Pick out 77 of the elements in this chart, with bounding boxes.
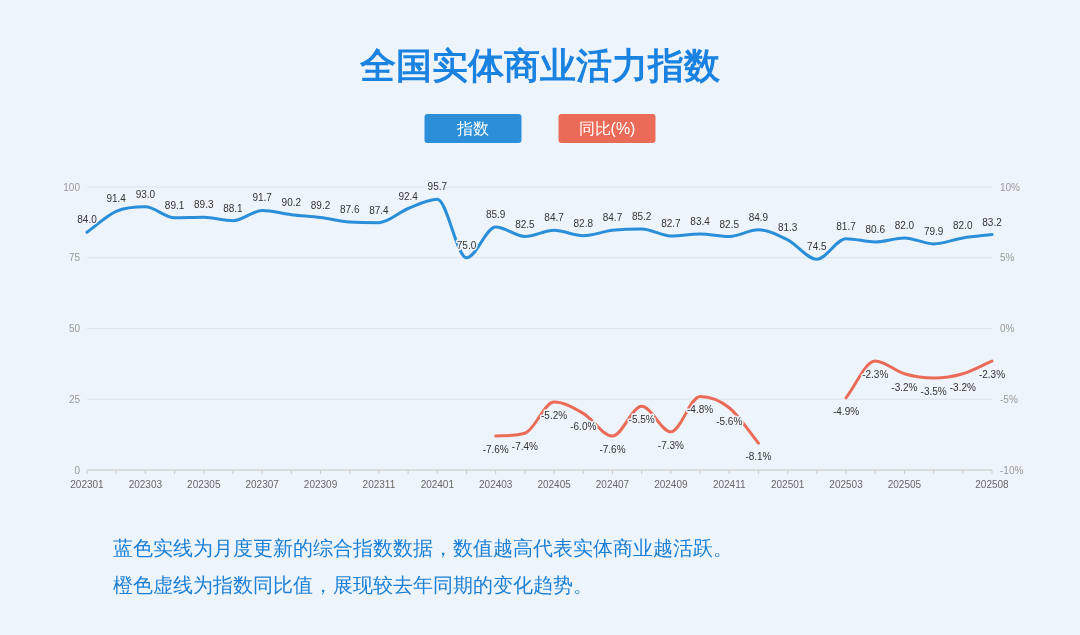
y-tick-label: 50 [68,323,81,334]
data-label: -2.3% [978,369,1006,381]
data-label: 84.0 [77,214,98,226]
data-label: -4.9% [832,405,860,417]
data-label: -3.2% [891,381,918,393]
text: 指数 [456,120,489,137]
x-tick-label: 202401 [420,479,455,490]
data-label: 95.7 [427,181,448,193]
data-label: 79.9 [923,225,944,237]
y-tick-label: 0 [74,464,81,476]
x-tick-label: 202411 [712,479,746,490]
x-tick-label: 202503 [829,479,864,490]
data-label: 82.8 [573,217,594,229]
text: 橙色虚线为指数同比值，展现较去年同期的变化趋势。 [113,574,593,596]
data-label: 84.7 [544,212,565,224]
data-label: 84.7 [602,212,623,224]
x-tick-label: 202501 [770,479,805,490]
x-tick-label: 202508 [975,479,1010,490]
data-label: 85.2 [631,210,652,222]
text: 同比(%) [578,120,636,137]
data-label: -5.5% [628,414,655,426]
data-label: 82.0 [894,219,915,231]
y-tick-label: 100 [63,181,81,193]
data-label: 88.1 [223,202,244,214]
x-tick-label: 202403 [479,479,513,490]
x-tick-label: 202311 [362,479,396,490]
data-label: 82.7 [661,217,682,229]
data-label: 80.6 [865,223,886,235]
data-label: 83.2 [982,216,1003,228]
x-tick-label: 202407 [595,479,630,490]
data-label: 93.0 [135,188,156,200]
data-label: 90.2 [281,196,302,208]
data-label: -7.3% [657,439,685,451]
data-label: 87.6 [340,204,360,216]
data-label: 85.9 [485,208,506,220]
data-label: 83.4 [690,215,711,227]
data-label: -7.6% [599,444,626,456]
data-label: 91.4 [106,193,127,205]
x-tick-label: 202305 [187,479,221,490]
y2-tick-label: -10% [1000,464,1024,476]
data-label: -7.4% [511,441,539,453]
data-label: -2.3% [862,369,889,381]
data-label: 89.2 [310,199,331,211]
data-label: 81.3 [777,221,798,233]
data-label: 84.9 [748,211,769,223]
data-label: 82.5 [515,218,536,230]
x-tick-label: 202301 [70,479,105,490]
data-label: 82.5 [719,218,740,230]
data-label: -3.5% [920,386,947,398]
data-label: -5.2% [541,410,568,422]
y2-tick-label: 0% [1000,323,1015,334]
x-tick-label: 202409 [654,479,688,490]
chart-title: 全国实体商业活力指数 [359,45,721,86]
data-label: -8.1% [745,451,772,463]
data-label: -7.6% [482,444,509,456]
data-label: -3.2% [949,381,976,393]
data-label: -5.6% [716,415,743,427]
data-label: 81.7 [836,220,857,232]
x-tick-label: 202309 [303,479,338,490]
data-label: 92.4 [398,190,419,202]
data-label: 91.7 [252,192,273,204]
y2-tick-label: 5% [1000,252,1015,264]
data-label: 89.3 [194,199,214,211]
data-label: 87.4 [369,204,390,216]
y2-tick-label: -5% [1000,393,1018,405]
data-label: 89.1 [164,199,185,211]
data-label: 74.5 [807,241,828,253]
data-label: 82.0 [953,219,973,231]
x-tick-label: 202405 [537,479,572,490]
y-tick-label: 25 [68,393,81,405]
text: 蓝色实线为月度更新的综合指数数据，数值越高代表实体商业越活跃。 [113,537,733,559]
x-tick-label: 202505 [887,479,922,490]
y2-tick-label: 10% [1000,181,1021,193]
x-tick-label: 202307 [245,479,280,490]
data-label: -6.0% [570,421,597,433]
y-tick-label: 75 [68,252,81,264]
x-tick-label: 202303 [128,479,163,490]
